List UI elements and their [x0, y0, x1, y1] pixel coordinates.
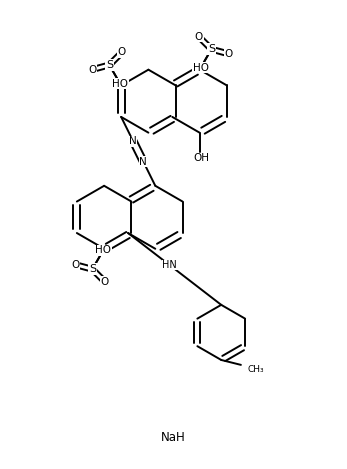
Text: NaH: NaH	[161, 431, 185, 444]
Text: CH₃: CH₃	[248, 365, 264, 374]
Text: HO: HO	[193, 63, 209, 73]
Text: HO: HO	[95, 245, 111, 256]
Text: OH: OH	[194, 153, 210, 163]
Text: S: S	[106, 60, 113, 70]
Text: HO: HO	[112, 79, 128, 89]
Text: S: S	[208, 44, 215, 54]
Text: O: O	[71, 260, 79, 270]
Text: O: O	[101, 277, 109, 287]
Text: N: N	[139, 157, 147, 166]
Text: S: S	[89, 264, 96, 274]
Text: O: O	[225, 49, 232, 59]
Text: HN: HN	[162, 260, 177, 270]
Text: O: O	[118, 47, 126, 57]
Text: N: N	[129, 136, 137, 146]
Text: O: O	[88, 65, 96, 75]
Text: O: O	[195, 32, 203, 42]
